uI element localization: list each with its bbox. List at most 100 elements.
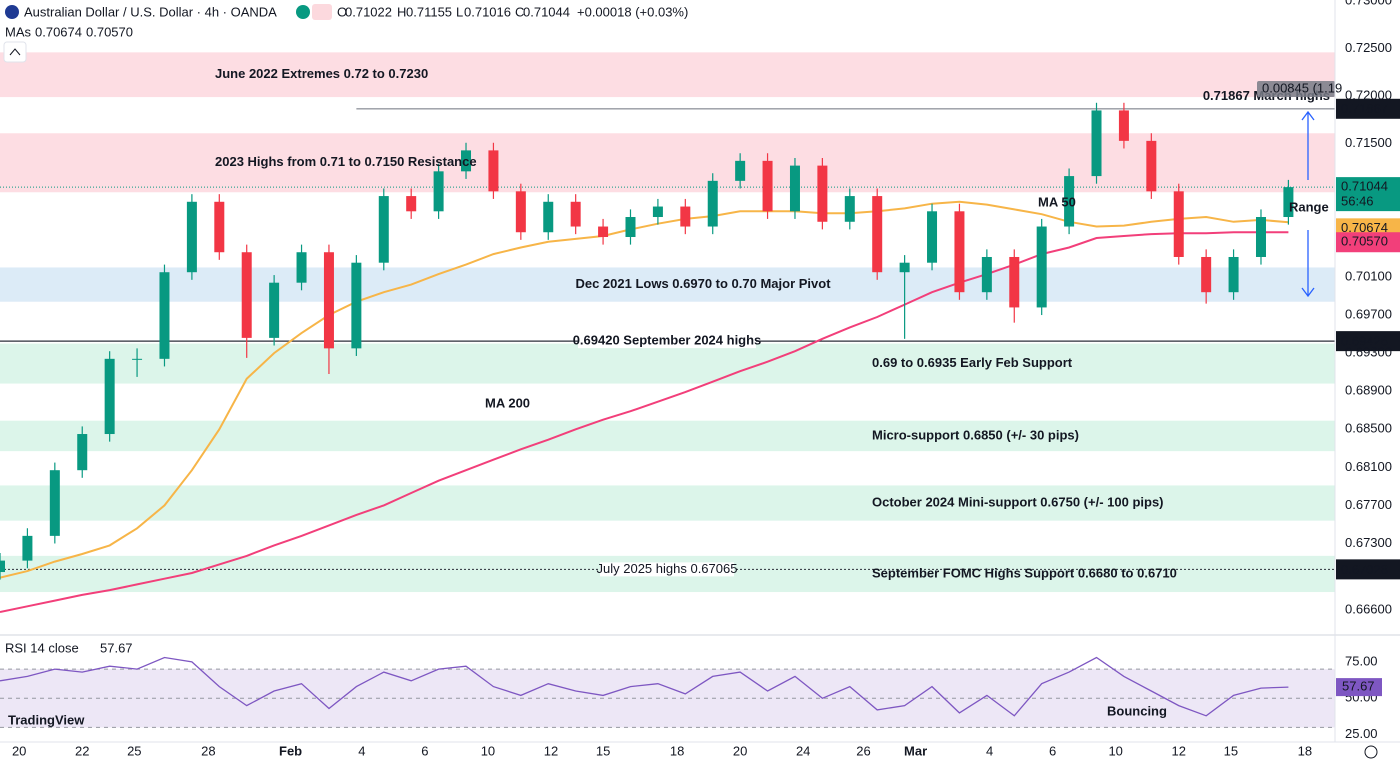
ma-name: MA 50: [1038, 194, 1076, 209]
candle-body: [351, 262, 362, 349]
ma-badge-text: 0.70674: [1341, 220, 1388, 235]
rsi-title: RSI 14 close: [5, 640, 79, 655]
candle-body: [899, 262, 910, 273]
price-pane: [0, 52, 1335, 613]
price-badge-text: 0.71044: [1341, 179, 1388, 194]
x-tick-label: 12: [1172, 743, 1186, 758]
ohlc-value: 0.71022: [345, 4, 392, 19]
candle-body: [570, 201, 581, 227]
x-tick-label: 6: [1049, 743, 1056, 758]
range-arrow-up: [1301, 110, 1315, 180]
rsi-tick-label: 75.00: [1345, 653, 1378, 668]
x-tick-label: 18: [670, 743, 684, 758]
candle-body: [1173, 191, 1184, 257]
zone: [0, 52, 1335, 98]
moving-average: [0, 231, 1289, 613]
symbol-title: Australian Dollar / U.S. Dollar · 4h · O…: [24, 4, 277, 19]
candle-body: [406, 196, 417, 212]
candle-body: [1283, 187, 1294, 218]
y-tick-label: 0.69300: [1345, 345, 1392, 360]
ohlc-key: C: [515, 4, 524, 19]
zone: [0, 485, 1335, 521]
level-badge: [1336, 98, 1400, 119]
x-tick-label: 15: [1224, 743, 1238, 758]
countdown: 56:46: [1341, 194, 1374, 209]
candle-body: [132, 358, 143, 360]
x-tick-label: 15: [596, 743, 610, 758]
candle-body: [981, 256, 992, 293]
overlay: O0.71022 H 0.71155 L 0.71016 C0.71044 +0.00018…: [5, 0, 1400, 758]
candle-body: [1091, 110, 1102, 177]
level-label-bg: [578, 334, 756, 349]
x-tick-label: 4: [358, 743, 365, 758]
rsi-badge: [1336, 678, 1382, 697]
candle-body: [159, 272, 170, 359]
y-tick-label: 0.67300: [1345, 535, 1392, 550]
candle-body: [872, 196, 883, 273]
rsi-annotation: Bouncing: [1107, 703, 1167, 718]
y-tick-label: 0.66600: [1345, 602, 1392, 617]
candle-body: [49, 470, 60, 536]
collapse-button[interactable]: [3, 41, 27, 63]
settings-icon[interactable]: [1364, 745, 1378, 759]
candle-body: [378, 196, 389, 263]
level-label: July 2025 highs 0.67065: [597, 561, 738, 576]
candle-body: [543, 201, 554, 233]
x-tick-label: Feb: [279, 743, 302, 758]
ohlc-change: +0.00018 (+0.03%): [577, 4, 688, 19]
candle-body: [1009, 256, 1020, 308]
candle-body: [186, 201, 197, 273]
candle-body: [104, 358, 115, 435]
measure-box: [1257, 81, 1335, 97]
candle-body: [817, 165, 828, 222]
ma-badge-text: 0.70570: [1341, 234, 1388, 249]
logo: TradingView: [8, 712, 85, 727]
zone-label: Micro-support 0.6850 (+/- 30 pips): [872, 427, 1079, 442]
zone: [0, 267, 1335, 302]
level-badge-text: 0.67028: [1341, 562, 1388, 577]
y-tick-label: 0.72500: [1345, 40, 1392, 55]
x-tick-label: 10: [481, 743, 495, 758]
y-tick-label: 0.68100: [1345, 459, 1392, 474]
candle-body: [269, 282, 280, 338]
x-tick-label: Mar: [904, 743, 927, 758]
rsi-legend-value: 57.67: [100, 640, 133, 655]
level-label-bg: [600, 562, 734, 577]
candle-body: [1146, 140, 1157, 192]
candle-body: [1036, 226, 1047, 308]
zone: [0, 420, 1335, 452]
ohlc-value: 0.71155: [406, 4, 452, 19]
rsi-pane: [0, 656, 1335, 728]
x-tick-label: 22: [75, 743, 89, 758]
candle-body: [77, 434, 88, 471]
price-badge: [1336, 177, 1400, 212]
ma-name: MA 200: [485, 395, 530, 410]
candle-body: [1228, 256, 1239, 293]
symbol-flag: [5, 5, 19, 19]
candle-body: [707, 180, 718, 227]
candle-body: [488, 150, 499, 192]
alert-icon[interactable]: [312, 4, 332, 20]
x-tick-label: 12: [544, 743, 558, 758]
ohlc-value: 0.71044: [523, 4, 570, 19]
level-badge: [1336, 331, 1400, 352]
candle-body: [461, 150, 472, 172]
rsi-line: [0, 656, 1289, 717]
candle-body: [652, 206, 663, 218]
range-label: Range: [1289, 199, 1329, 214]
status-dot: [296, 5, 310, 19]
candle-body: [1255, 217, 1266, 257]
ohlc-key: H: [397, 4, 406, 19]
candle-body: [1118, 110, 1129, 141]
candle-body: [22, 535, 33, 561]
level-badge-text: 0.71867: [1341, 101, 1388, 116]
y-tick-label: 0.69700: [1345, 306, 1392, 321]
candle-body: [1064, 176, 1075, 227]
ohlc-value: 0.71016: [464, 4, 511, 19]
candle-body: [762, 160, 773, 212]
rsi-badge-text: 57.67: [1342, 679, 1375, 694]
candle-body: [0, 560, 5, 573]
measure-text: 0.00845 (1.19: [1262, 80, 1342, 95]
candle-body: [789, 165, 800, 212]
